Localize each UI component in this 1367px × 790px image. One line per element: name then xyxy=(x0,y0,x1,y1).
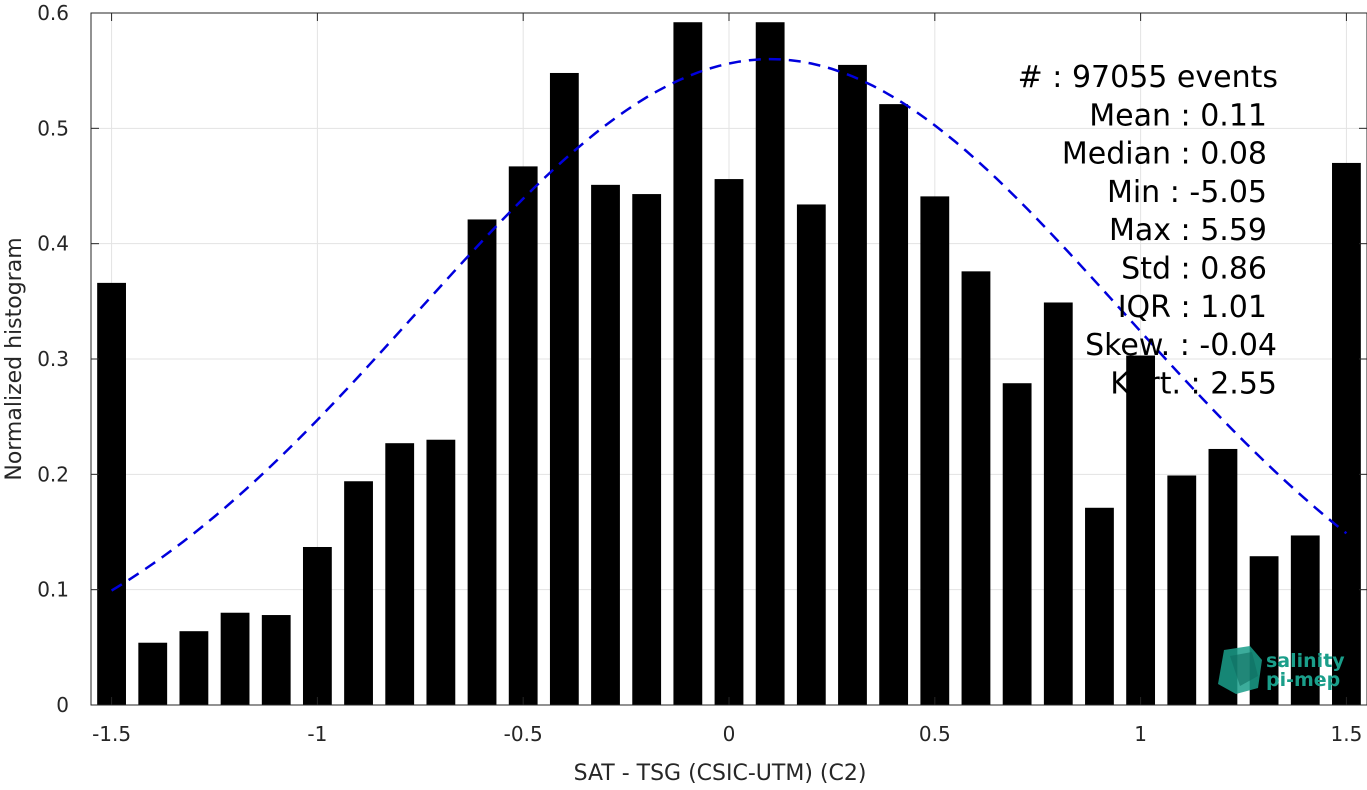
y-tick-label: 0.2 xyxy=(37,462,69,486)
axes-frame xyxy=(90,12,1367,706)
stats-line: Kurt. : 2.55 xyxy=(1110,366,1277,401)
histogram-bar xyxy=(1126,355,1156,705)
y-tick-labels: 0 0.1 0.2 0.3 0.4 0.5 0.6 xyxy=(37,1,69,717)
histogram-bar xyxy=(632,194,662,705)
stats-line: Min : -5.05 xyxy=(1107,175,1267,210)
histogram-bar xyxy=(1290,535,1320,705)
logo-text-line1: salinity xyxy=(1266,650,1345,672)
y-tick-label: 0.6 xyxy=(37,1,69,25)
histogram-bar xyxy=(1043,302,1073,705)
histogram-bar xyxy=(344,481,373,705)
histogram-bar xyxy=(920,196,950,705)
histogram-bar xyxy=(714,179,744,705)
y-tick-label: 0.1 xyxy=(37,578,69,602)
histogram-bar xyxy=(879,104,909,705)
histogram-bar xyxy=(755,22,785,705)
gaussian-fit-line xyxy=(110,57,1348,592)
x-tick-label: -1.5 xyxy=(92,722,131,746)
histogram-bar xyxy=(179,631,209,705)
histogram-bar xyxy=(138,642,168,705)
histogram-bar xyxy=(838,64,867,705)
histogram-bar xyxy=(97,282,126,705)
bars xyxy=(97,22,1361,706)
x-tick-labels: -1.5 -1 -0.5 0 0.5 1 1.5 xyxy=(92,722,1362,746)
y-axis-label: Normalized histogram xyxy=(2,237,27,480)
y-tick-label: 0.5 xyxy=(37,116,69,140)
histogram-bar xyxy=(426,439,456,705)
stats-line: # : 97055 events xyxy=(1018,60,1278,95)
histogram-bar xyxy=(302,546,332,705)
y-tick-label: 0 xyxy=(56,693,69,717)
histogram-bar xyxy=(673,22,703,705)
histogram-bar xyxy=(591,184,620,705)
y-tick-label: 0.3 xyxy=(37,347,69,371)
x-tick-label: -1 xyxy=(307,722,327,746)
histogram-bar xyxy=(961,271,991,705)
histogram-bar xyxy=(261,615,291,705)
stats-line: Max : 5.59 xyxy=(1109,213,1267,248)
y-tick-label: 0.4 xyxy=(37,232,69,256)
gaussian-fit xyxy=(110,57,1348,592)
x-tick-label: 1 xyxy=(1134,722,1147,746)
histogram-bar xyxy=(1167,475,1197,705)
histogram-bar xyxy=(1332,162,1361,705)
histogram-bar xyxy=(385,443,415,705)
stats-line: Std : 0.86 xyxy=(1121,252,1267,287)
histogram-bar xyxy=(796,204,826,705)
logo-mark-shade xyxy=(1230,652,1258,686)
stats-line: Median : 0.08 xyxy=(1062,137,1267,172)
histogram-bar xyxy=(1085,507,1114,705)
stats-line: Skew. : -0.04 xyxy=(1085,328,1277,363)
x-tick-label: 0 xyxy=(723,722,736,746)
logo-text-line2: pi-mep xyxy=(1266,669,1340,691)
histogram-bar xyxy=(549,72,579,706)
x-tick-label: 1.5 xyxy=(1331,722,1363,746)
histogram-bar xyxy=(467,219,497,706)
histogram-bar xyxy=(508,166,538,706)
histogram-bar xyxy=(1002,383,1032,705)
stats-line: Mean : 0.11 xyxy=(1089,98,1267,133)
histogram-bar xyxy=(220,612,250,705)
x-axis-label: SAT - TSG (CSIC-UTM) (C2) xyxy=(574,761,867,785)
x-tick-label: 0.5 xyxy=(919,722,951,746)
stats-line: IQR : 1.01 xyxy=(1118,290,1267,325)
x-tick-label: -0.5 xyxy=(504,722,543,746)
